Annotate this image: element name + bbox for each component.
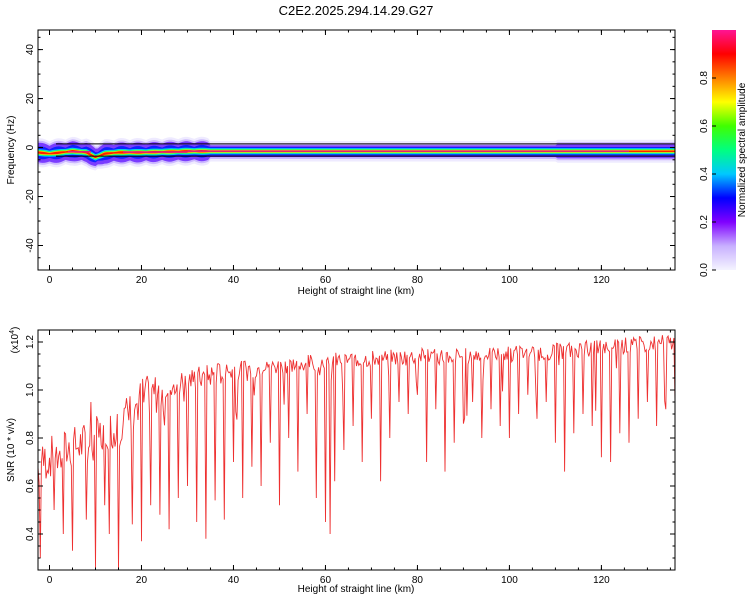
spectrogram-heatmap [38, 136, 675, 171]
colorbar: 0.0 0.2 0.4 0.6 0.8 Normalized spectral ampl… [699, 30, 748, 277]
spectrogram-xtick-label: 120 [593, 275, 610, 286]
snr-ylabel: SNR (10 * v/v) [6, 418, 17, 482]
snr-xtick-label: 60 [320, 575, 332, 586]
spectrogram-panel: 0 20 40 60 80 100 120 -40 -20 0 20 40 Height of str… [6, 29, 676, 297]
spectrogram-xtick-label: 0 [47, 275, 53, 286]
snr-ytick-label: 0.6 [25, 479, 36, 493]
snr-xtick-label: 20 [136, 575, 148, 586]
spectrogram-ytick-label: -40 [25, 238, 36, 253]
spectrogram-ytick-label: 20 [25, 93, 36, 105]
snr-ticks: 0 20 40 60 80 100 120 0.4 0.6 0.8 1.0 1.2 [25, 330, 675, 586]
snr-xtick-label: 100 [501, 575, 518, 586]
snr-series-line [38, 334, 675, 570]
snr-xtick-label: 40 [228, 575, 240, 586]
colorbar-tick-label: 0.6 [699, 119, 710, 133]
snr-xtick-label: 0 [47, 575, 53, 586]
snr-scale-close: ) [10, 327, 21, 330]
spectrogram-xtick-label: 40 [228, 275, 240, 286]
snr-ytick-label: 0.4 [25, 527, 36, 541]
chart-title: C2E2.2025.294.14.29.G27 [279, 3, 434, 18]
spectrogram-ytick-label: 40 [25, 44, 36, 56]
spectrogram-xtick-label: 100 [501, 275, 518, 286]
spectrogram-band-level [38, 150, 675, 159]
colorbar-ticks: 0.0 0.2 0.4 0.6 0.8 [699, 71, 716, 277]
snr-scale-label: (x104) [9, 327, 21, 354]
spectrogram-xlabel: Height of straight line (km) [298, 286, 415, 297]
snr-xlabel: Height of straight line (km) [298, 584, 415, 595]
spectrogram-xtick-label: 60 [320, 275, 332, 286]
colorbar-tick-label: 0.4 [699, 167, 710, 181]
spectrogram-xtick-label: 20 [136, 275, 148, 286]
snr-xtick-label: 80 [412, 575, 424, 586]
spectrogram-ticks: 0 20 40 60 80 100 120 -40 -20 0 20 40 [25, 30, 675, 286]
colorbar-label: Normalized spectral amplitude [737, 82, 748, 217]
snr-ytick-label: 0.8 [25, 431, 36, 445]
colorbar-tick-label: 0.0 [699, 263, 710, 277]
snr-xtick-label: 120 [593, 575, 610, 586]
snr-scale-prefix: (x10 [10, 333, 21, 353]
snr-plot-area [38, 334, 675, 570]
colorbar-tick-label: 0.8 [699, 71, 710, 85]
spectrogram-xtick-label: 80 [412, 275, 424, 286]
spectrogram-frame [37, 29, 676, 271]
spectrogram-ytick-label: 0 [25, 144, 36, 150]
spectrogram-ylabel: Frequency (Hz) [6, 116, 17, 185]
snr-scale-exponent: 4 [9, 330, 16, 334]
colorbar-tick-label: 0.2 [699, 215, 710, 229]
snr-panel: 0 20 40 60 80 100 120 0.4 0.6 0.8 1.0 1.2 Height of… [6, 327, 676, 595]
snr-ytick-label: 1.0 [25, 383, 36, 397]
colorbar-gradient [712, 30, 736, 270]
spectrogram-ytick-label: -20 [25, 189, 36, 204]
snr-ytick-label: 1.2 [25, 335, 36, 349]
